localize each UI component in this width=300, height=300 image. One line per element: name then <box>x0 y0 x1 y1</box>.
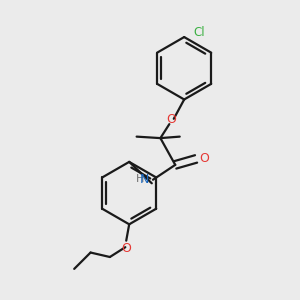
Text: O: O <box>167 112 176 126</box>
Text: O: O <box>200 152 209 165</box>
Text: Cl: Cl <box>193 26 205 39</box>
Text: H: H <box>136 174 145 184</box>
Text: O: O <box>121 242 131 255</box>
Text: N: N <box>140 172 149 186</box>
